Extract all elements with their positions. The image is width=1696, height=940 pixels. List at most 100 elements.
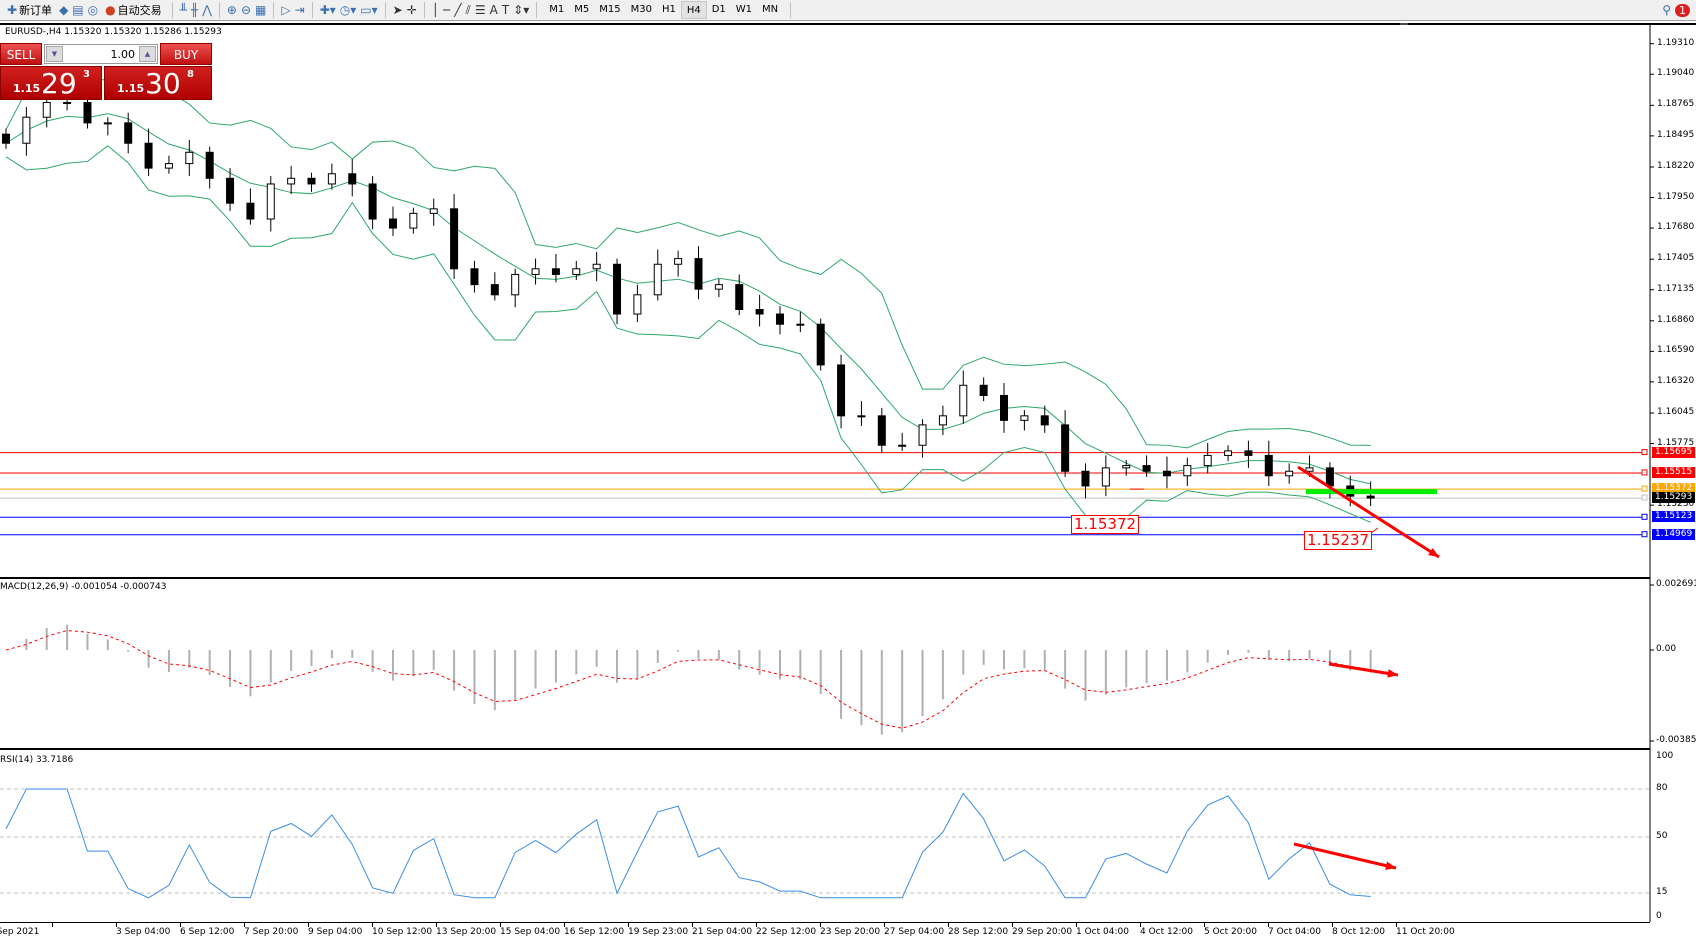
time-tick — [436, 923, 437, 927]
price-axis-label: 1.16045 — [1657, 407, 1695, 417]
candle-body — [877, 415, 886, 446]
sell-button[interactable]: SELL — [0, 43, 42, 65]
notification-badge[interactable]: 1 — [1675, 3, 1690, 17]
timeframe-m30[interactable]: M30 — [630, 4, 652, 15]
candle-body — [246, 202, 255, 220]
timeframe-d1[interactable]: D1 — [711, 4, 726, 15]
price-label-annotation[interactable]: 1.15237 — [1304, 531, 1373, 550]
candle-body — [1366, 495, 1375, 499]
candle-body — [1040, 415, 1049, 426]
toolbar: ✚ 新订单 ◆ ▤ ◎ ● 自动交易 ╨ ╫ ⋀ ⊕ ⊖ ▦ ▷ ⇥ ✚▾ ◷▾ ▭… — [0, 0, 1696, 21]
trendline-icon[interactable]: ╱ — [454, 3, 462, 17]
timeframe-m15[interactable]: M15 — [599, 4, 621, 15]
candle-body — [938, 415, 947, 426]
rsi-axis-label: 100 — [1656, 751, 1674, 761]
candle-body — [327, 173, 336, 185]
one-click-trading-panel: SELL ▼ 1.00 ▲ BUY 1.15 29 3 1.15 30 8 — [0, 43, 212, 100]
level-handle — [1641, 469, 1648, 476]
time-axis-label: 13 Sep 20:00 — [436, 927, 497, 937]
price-axis-label: 1.16860 — [1657, 314, 1695, 325]
candle-body — [918, 424, 927, 446]
timeframe-w1[interactable]: W1 — [735, 4, 753, 15]
sell-price-prefix: 1.15 — [13, 82, 41, 95]
candle-body — [511, 273, 520, 296]
level-handle — [1641, 494, 1648, 501]
horizontal-line-icon[interactable]: ─ — [443, 3, 451, 17]
time-axis-label: 22 Sep 12:00 — [756, 927, 817, 937]
indicators-icon[interactable]: ✚▾ — [319, 3, 336, 17]
time-tick — [1076, 923, 1077, 927]
chart-shift-icon[interactable]: ⇥ — [294, 3, 305, 17]
candle-body — [307, 177, 316, 185]
candle-body — [164, 163, 173, 169]
candle-body — [42, 102, 51, 118]
timeframe-mn[interactable]: MN — [762, 4, 779, 15]
candle-body — [1000, 394, 1009, 421]
zoom-in-icon[interactable]: ⊕ — [226, 3, 237, 17]
buy-button[interactable]: BUY — [160, 43, 212, 65]
timeframe-h4[interactable]: H4 — [680, 1, 707, 19]
templates-icon[interactable]: ▭▾ — [360, 3, 378, 17]
time-tick — [372, 923, 373, 927]
time-tick — [1396, 923, 1397, 927]
candle-body — [674, 258, 683, 265]
bar-chart-icon[interactable]: ╨ — [179, 3, 187, 17]
tile-windows-icon[interactable]: ▦ — [255, 3, 267, 17]
text-icon[interactable]: A — [489, 3, 498, 17]
candlestick-icon[interactable]: ╫ — [190, 3, 199, 17]
crosshair-icon[interactable]: ✛ — [406, 3, 417, 17]
macd-signal-line — [5, 630, 1371, 729]
price-axis-label: 1.19040 — [1657, 68, 1695, 79]
candle-body — [144, 142, 153, 169]
line-chart-icon[interactable]: ⋀ — [202, 3, 212, 17]
candle-body — [205, 151, 214, 179]
candle-body — [1264, 454, 1273, 477]
auto-trading-icon: ● — [105, 3, 116, 17]
candle-body — [1142, 465, 1151, 472]
time-axis-label: 21 Sep 04:00 — [692, 927, 753, 937]
lot-increase-button[interactable]: ▲ — [139, 46, 156, 62]
auto-trading-button[interactable]: ● 自动交易 — [102, 1, 164, 20]
channel-icon[interactable]: ⫽ — [465, 2, 471, 17]
timeframe-m1[interactable]: M1 — [549, 4, 565, 15]
text-label-icon[interactable]: T — [501, 3, 510, 17]
level-handle — [1641, 531, 1648, 538]
terminal-icon[interactable]: ▤ — [72, 3, 84, 17]
new-order-button[interactable]: ✚ 新订单 — [4, 1, 55, 20]
search-icon[interactable]: ⚲ — [1662, 3, 1671, 17]
price-label-annotation[interactable]: 1.15372 — [1071, 515, 1140, 534]
timeframe-h1[interactable]: H1 — [661, 4, 676, 15]
fibonacci-icon[interactable]: ☰ — [474, 3, 486, 17]
lot-decrease-button[interactable]: ▼ — [46, 46, 63, 62]
metaeditor-icon[interactable]: ◆ — [59, 3, 69, 17]
periods-icon[interactable]: ◷▾ — [339, 3, 357, 17]
candle-body — [1325, 467, 1334, 487]
price-axis-label: 1.16320 — [1657, 375, 1695, 386]
time-tick — [1332, 923, 1333, 927]
lot-size-input[interactable]: ▼ 1.00 ▲ — [44, 44, 158, 64]
rsi-axis-label: 50 — [1656, 831, 1668, 841]
cursor-icon[interactable]: ➤ — [392, 3, 403, 17]
sell-price[interactable]: 1.15 29 3 — [0, 66, 102, 100]
buy-price[interactable]: 1.15 30 8 — [104, 66, 212, 100]
candle-body — [551, 268, 560, 275]
arrows-icon[interactable]: ⇕▾ — [513, 3, 530, 17]
candle-body — [592, 263, 601, 270]
candle-body — [613, 263, 622, 315]
candle-body — [83, 102, 92, 124]
candle-body — [857, 415, 866, 418]
auto-scroll-icon[interactable]: ▷ — [281, 3, 291, 17]
price-level-tag: 1.15123 — [1652, 511, 1696, 523]
candle-body — [735, 284, 744, 311]
chart-window[interactable] — [0, 23, 1696, 940]
time-tick — [692, 923, 693, 927]
candle-body — [653, 263, 662, 296]
time-tick — [1268, 923, 1269, 927]
signals-icon[interactable]: ◎ — [87, 3, 99, 17]
timeframe-m5[interactable]: M5 — [574, 4, 590, 15]
vertical-line-icon[interactable]: │ — [431, 3, 439, 17]
time-axis-label: 23 Sep 20:00 — [820, 927, 881, 937]
zoom-out-icon[interactable]: ⊖ — [240, 3, 252, 17]
price-axis-label: 1.17680 — [1657, 222, 1695, 233]
